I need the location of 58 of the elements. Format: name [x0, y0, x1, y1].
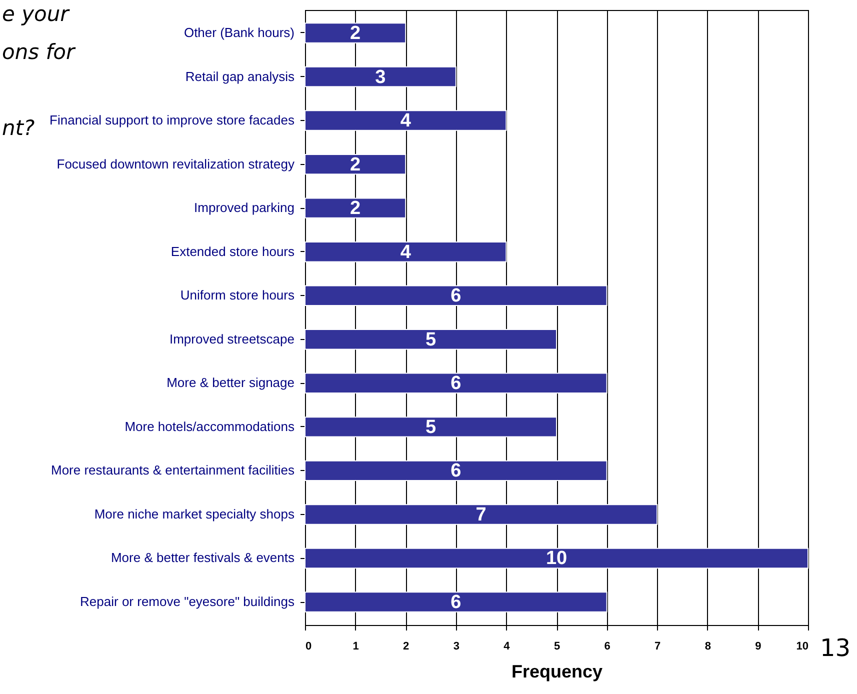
text: nt? [2, 116, 35, 140]
bar [304, 198, 406, 218]
y-tick-label: Financial support to improve store facades [50, 112, 295, 128]
bar [304, 22, 406, 44]
x-tick-label: 5 [554, 640, 560, 652]
x-tick-label: 7 [654, 640, 661, 652]
bar [304, 592, 608, 612]
x-tick-label: 4 [504, 640, 511, 652]
bar [304, 241, 507, 262]
data-label: 2 [350, 198, 361, 220]
data-label: 6 [450, 460, 462, 482]
bar [304, 154, 406, 175]
x-tick-label: 10 [796, 640, 808, 652]
y-tick-label: More & better festivals & events [110, 550, 295, 566]
data-label: 4 [400, 110, 412, 132]
y-tick-label: Other (Bank hours) [184, 24, 294, 40]
x-tick-label: 9 [755, 640, 762, 652]
x-tick-label: 0 [306, 640, 312, 652]
x-tick-label: 1 [352, 640, 359, 652]
data-label: 6 [450, 592, 462, 614]
bar [304, 504, 658, 525]
text: e your [2, 2, 69, 26]
y-tick-label: More & better signage [166, 375, 294, 390]
y-tick-label: Improved parking [194, 200, 294, 216]
data-label: 4 [400, 242, 412, 263]
bar [304, 66, 456, 88]
x-tick-label: 8 [704, 640, 711, 652]
y-tick-label: Extended store hours [170, 244, 295, 259]
x-axis-title: Frequency [511, 662, 603, 682]
data-label: 6 [450, 286, 462, 307]
data-label: 2 [350, 22, 361, 44]
data-label: 7 [476, 504, 486, 526]
data-label: 2 [350, 154, 361, 176]
y-tick-label: More hotels/accommodations [124, 418, 295, 434]
x-tick-label: 6 [604, 640, 610, 652]
bar [304, 460, 608, 482]
bar [304, 110, 507, 131]
y-tick-label: More niche market specialty shops [94, 506, 295, 522]
y-tick-label: Improved streetscape [169, 331, 294, 346]
bar [304, 285, 608, 306]
y-tick-label: Retail gap analysis [185, 68, 295, 84]
bar [304, 416, 557, 438]
text: 13 [820, 634, 851, 662]
text: ons for [2, 40, 75, 64]
y-tick-label: Repair or remove "eyesore" buildings [80, 594, 295, 610]
y-tick-label: More restaurants & entertainment facilities [51, 462, 295, 478]
data-label: 3 [375, 66, 386, 88]
bar [304, 548, 808, 569]
data-label: 5 [425, 416, 436, 438]
data-label: 6 [450, 373, 462, 394]
bar [304, 372, 608, 394]
x-tick-label: 2 [403, 640, 410, 652]
data-label: 5 [425, 329, 436, 350]
data-label: 10 [546, 548, 568, 570]
bar [304, 329, 557, 350]
y-tick-label: Uniform store hours [180, 288, 295, 303]
y-tick-label: Focused downtown revitalization strategy [56, 156, 295, 172]
x-tick-label: 3 [453, 640, 460, 652]
